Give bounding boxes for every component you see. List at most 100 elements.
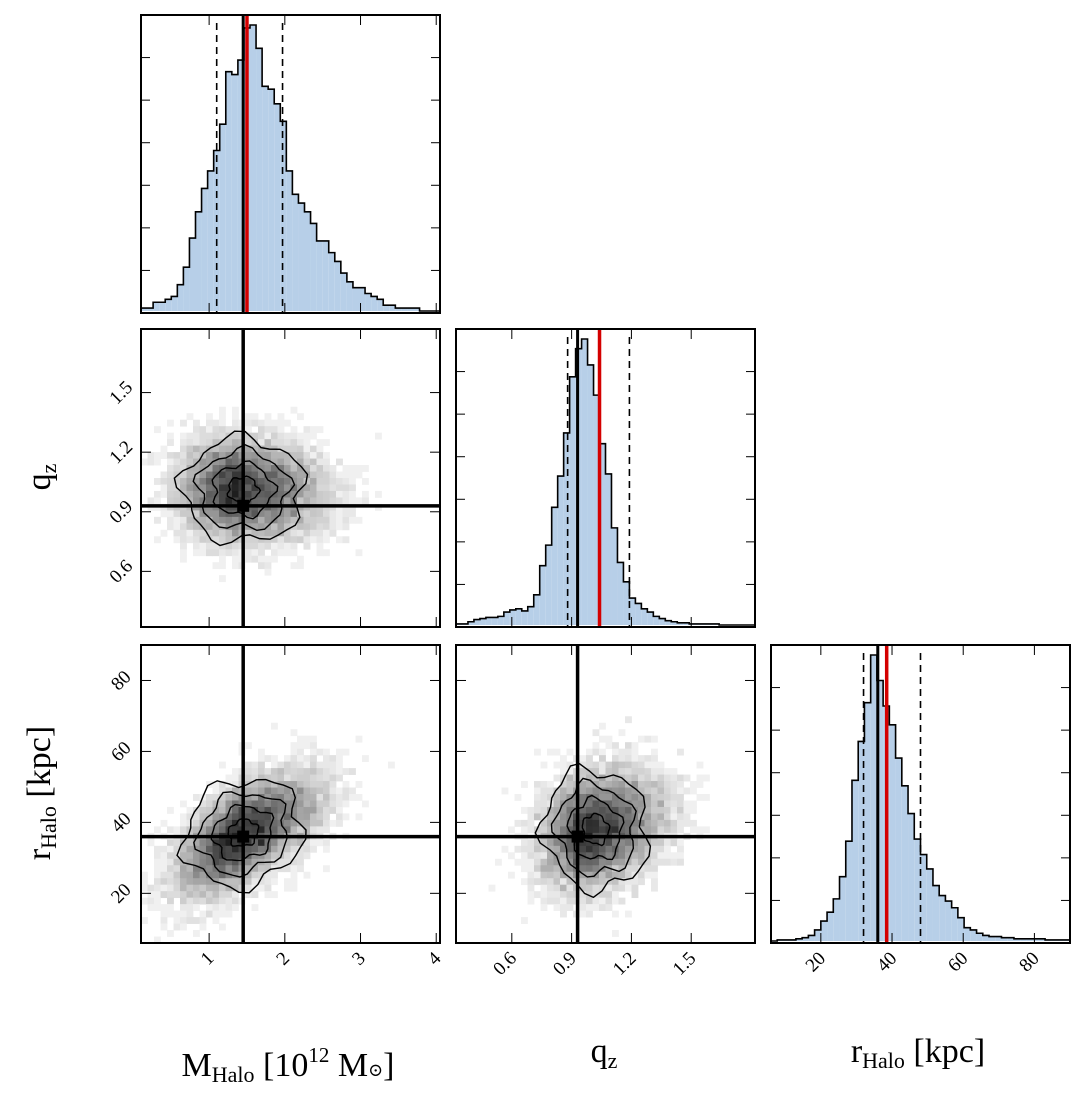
- density-cell: [290, 445, 298, 453]
- density-cell: [258, 426, 265, 434]
- density-cell: [618, 839, 626, 847]
- density-cell: [329, 774, 337, 782]
- y-tick-label-r: 20: [107, 880, 135, 908]
- density-cell: [251, 484, 259, 492]
- density-cell: [316, 806, 324, 814]
- density-cell: [547, 813, 554, 821]
- density-cell: [670, 774, 678, 782]
- density-cell: [186, 471, 194, 479]
- density-cell: [670, 852, 678, 860]
- density-cell: [193, 794, 200, 801]
- density-cell: [180, 465, 187, 472]
- density-cell: [284, 549, 291, 557]
- density-cell: [160, 865, 168, 873]
- hist-bar-q: [611, 527, 618, 625]
- density-cell: [342, 794, 350, 801]
- hist-bar-r: [995, 936, 1002, 941]
- density-cell: [336, 478, 343, 485]
- density-cell: [219, 904, 226, 912]
- density-cell: [193, 432, 200, 440]
- density-cell: [290, 781, 298, 788]
- density-cell: [251, 891, 259, 899]
- density-cell: [290, 523, 298, 531]
- contour-level: [226, 475, 262, 506]
- density-cell: [316, 529, 324, 537]
- density-cell: [336, 536, 343, 544]
- density-cell: [245, 536, 252, 544]
- density-cell: [180, 484, 187, 492]
- density-cell: [323, 755, 330, 763]
- density-cell: [540, 891, 548, 899]
- density-cell: [219, 839, 226, 847]
- density-cell: [206, 813, 213, 821]
- density-cell: [508, 871, 515, 879]
- density-cell: [284, 755, 291, 763]
- density-cell: [206, 910, 213, 918]
- density-cell: [566, 891, 574, 899]
- density-cell: [212, 826, 220, 834]
- density-cell: [553, 891, 561, 899]
- density-cell: [258, 419, 265, 427]
- density-cell: [258, 871, 265, 879]
- density-cell: [297, 839, 304, 847]
- density-cell: [154, 452, 161, 459]
- density-cell: [264, 465, 272, 472]
- density-cell: [232, 819, 239, 827]
- joint-panel-q-r: [456, 645, 755, 943]
- density-cell: [303, 542, 311, 550]
- density-cell: [303, 800, 311, 808]
- density-cell: [199, 510, 207, 518]
- density-cell: [225, 549, 233, 557]
- x-tick-label-r: 40: [873, 948, 901, 976]
- histogram-r: [771, 645, 1070, 943]
- density-cell: [180, 891, 187, 899]
- density-cell: [521, 845, 528, 853]
- density-cell: [232, 891, 239, 899]
- hist-bar-M: [189, 238, 196, 311]
- density-cell: [212, 813, 220, 821]
- density-cell: [560, 768, 567, 775]
- density-cell: [284, 884, 291, 892]
- density-cell: [336, 787, 343, 795]
- density-cell: [219, 516, 226, 524]
- density-cell: [592, 800, 600, 808]
- density-cell: [553, 878, 561, 886]
- density-cell: [553, 839, 561, 847]
- density-cell: [160, 471, 168, 479]
- density-cell: [258, 458, 265, 466]
- density-cell: [277, 439, 285, 447]
- density-cell: [342, 478, 350, 485]
- density-cell: [310, 484, 317, 492]
- histogram-q: [456, 329, 755, 627]
- hist-bar-M: [237, 60, 244, 311]
- density-cell: [362, 800, 369, 808]
- density-cell: [147, 497, 155, 505]
- density-cell: [592, 904, 600, 912]
- density-cell: [644, 768, 652, 775]
- density-cell: [251, 465, 259, 472]
- density-cell: [219, 562, 226, 570]
- density-cell: [644, 858, 652, 866]
- density-cell: [297, 852, 304, 860]
- density-cell: [690, 819, 697, 827]
- density-cell: [303, 781, 311, 788]
- density-cell: [199, 845, 207, 853]
- density-cell: [193, 891, 200, 899]
- density-cell: [336, 774, 343, 782]
- density-cell: [303, 490, 311, 498]
- density-cell: [199, 917, 207, 924]
- density-cell: [199, 516, 207, 524]
- density-cell: [186, 897, 194, 905]
- density-cell: [258, 516, 265, 524]
- density-cell: [199, 529, 207, 537]
- density-cell: [225, 819, 233, 827]
- histogram-M: [141, 15, 440, 313]
- density-cell: [605, 800, 613, 808]
- density-cell: [625, 800, 632, 808]
- density-cell: [670, 813, 678, 821]
- density-cell: [232, 813, 239, 821]
- density-cell: [212, 787, 220, 795]
- hist-frame-q: [455, 328, 756, 628]
- density-cell: [342, 471, 350, 479]
- density-cell: [251, 839, 259, 847]
